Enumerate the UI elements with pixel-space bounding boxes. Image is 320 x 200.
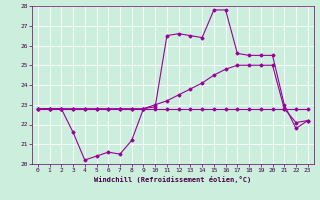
X-axis label: Windchill (Refroidissement éolien,°C): Windchill (Refroidissement éolien,°C) xyxy=(94,176,252,183)
